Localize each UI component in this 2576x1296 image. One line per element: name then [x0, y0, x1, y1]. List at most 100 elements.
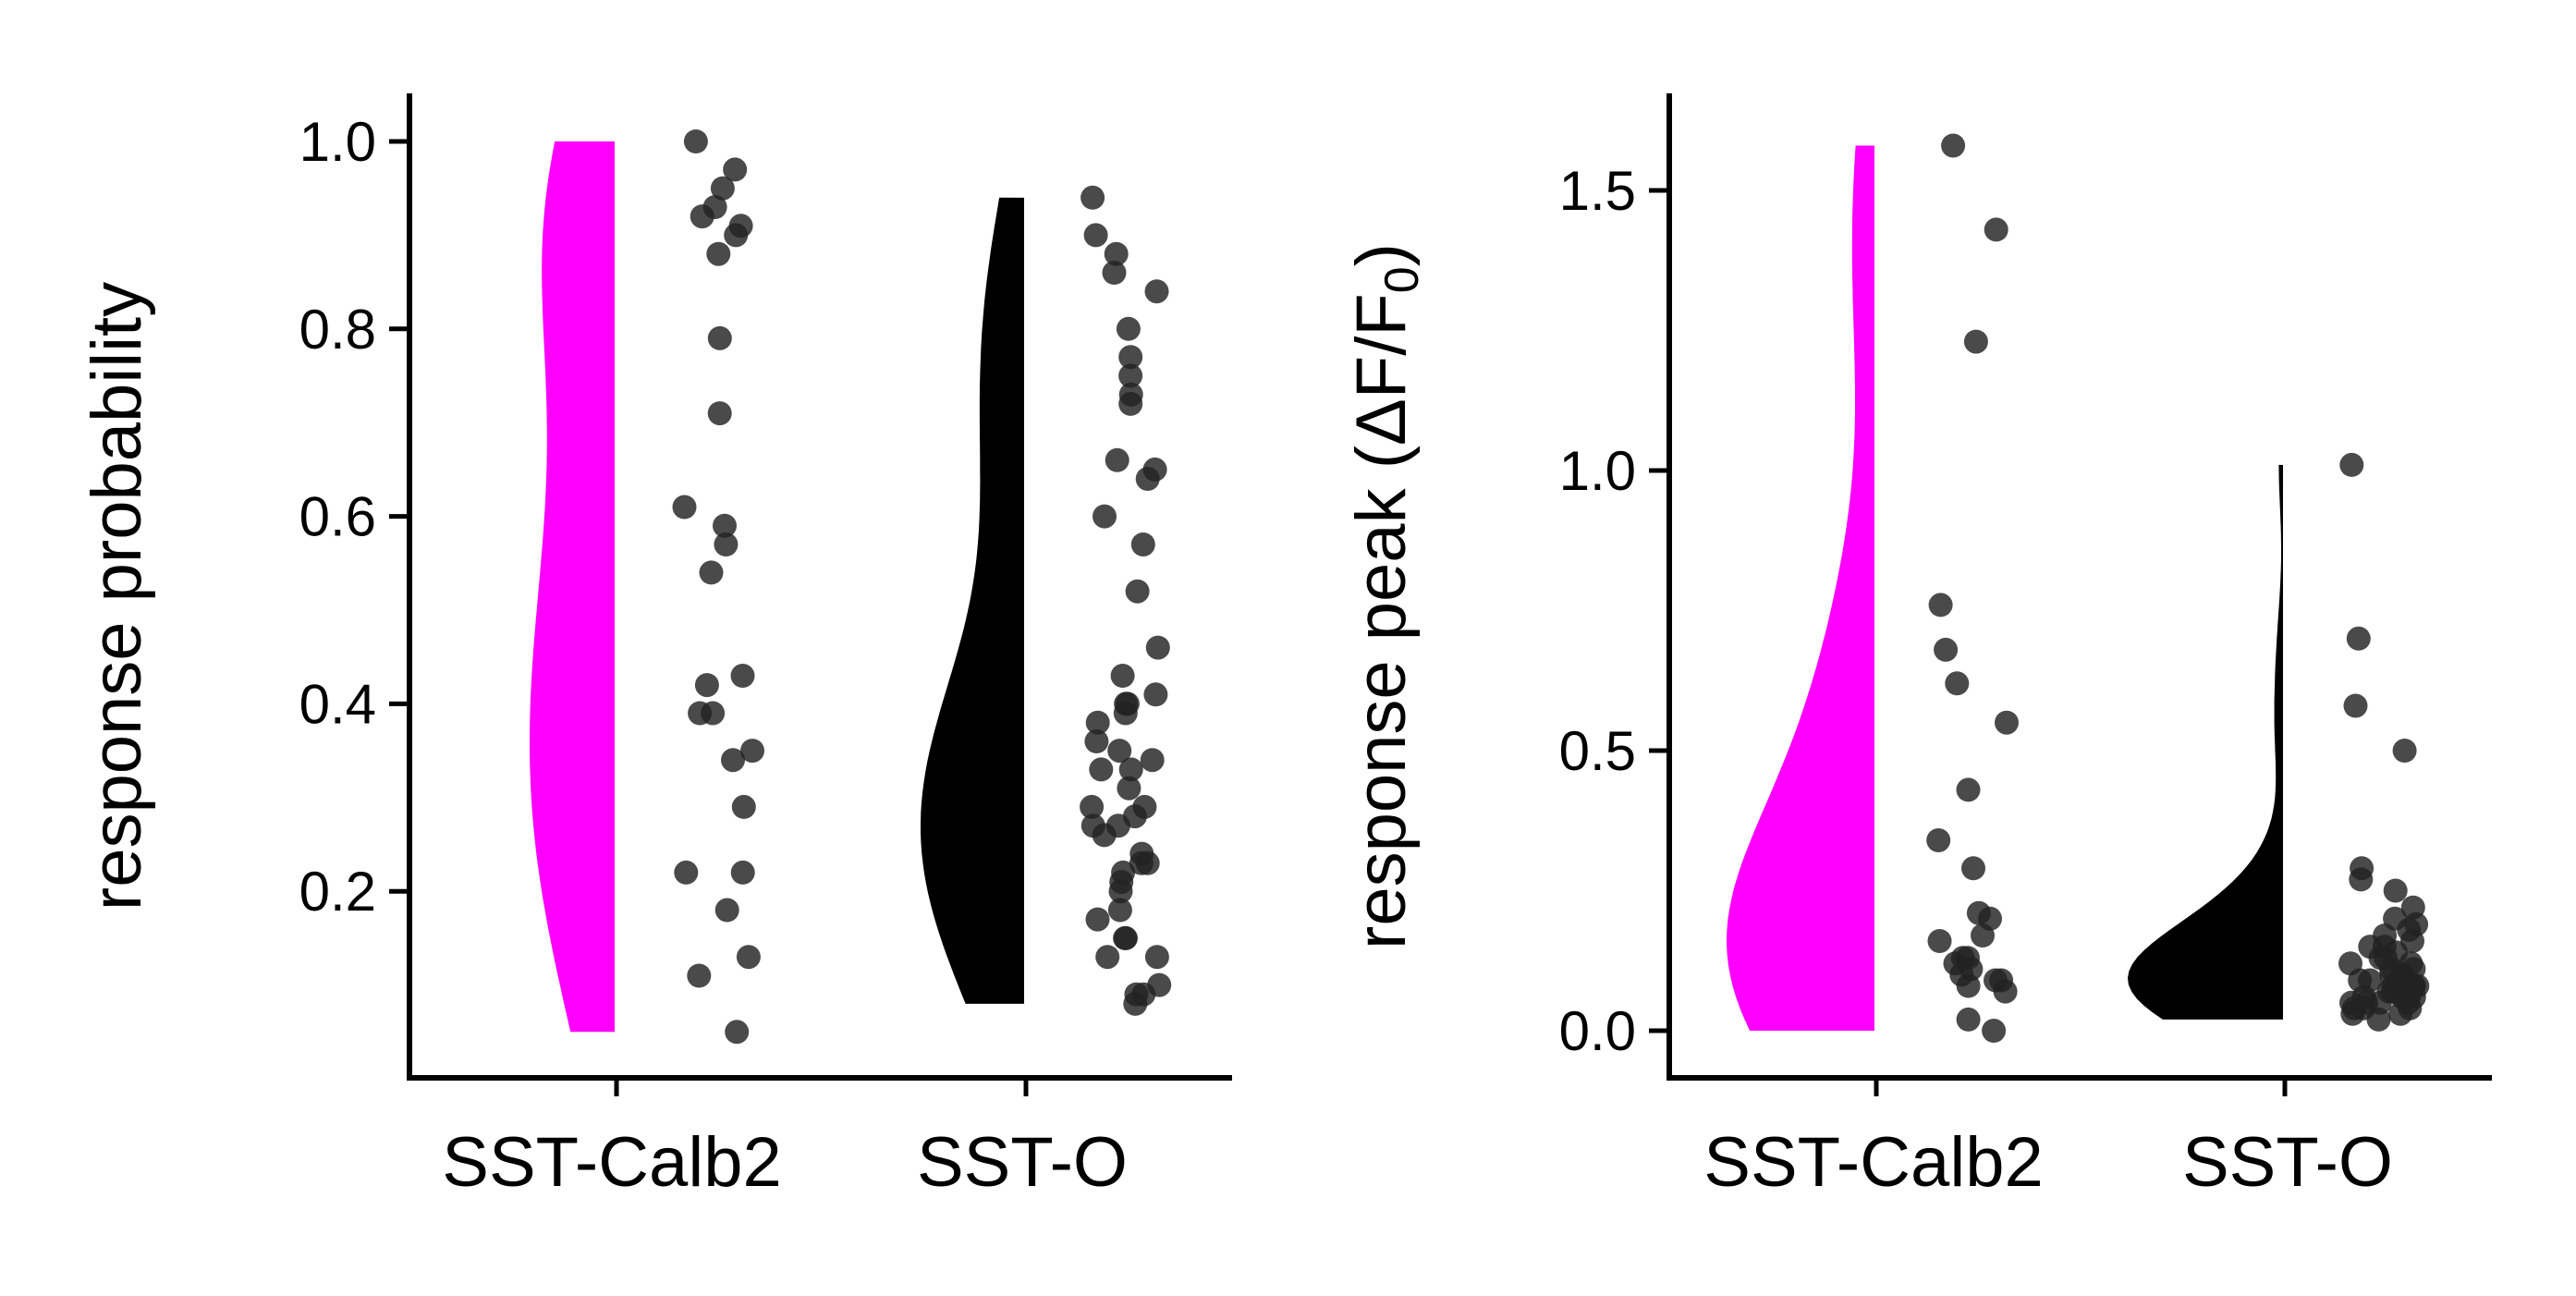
data-point — [1117, 776, 1141, 801]
data-point — [1085, 907, 1110, 932]
data-point — [707, 325, 732, 350]
y-axis-title-main: response probability — [78, 282, 156, 911]
data-point — [1105, 447, 1129, 472]
data-point — [1113, 701, 1138, 726]
y-axis-title-end: ) — [1342, 243, 1421, 266]
data-point — [1956, 973, 1981, 998]
data-point — [1092, 823, 1117, 848]
data-point — [1945, 671, 1970, 696]
violin-sst-calb2 — [1727, 145, 1874, 1031]
data-point — [2383, 878, 2408, 903]
data-point — [1963, 329, 1988, 354]
data-point — [1926, 828, 1951, 852]
data-point — [683, 129, 708, 153]
data-point — [2366, 1007, 2391, 1032]
data-point — [1089, 757, 1114, 782]
data-point — [730, 664, 755, 688]
x-category-label: SST-Calb2 — [1703, 1123, 2044, 1202]
data-point — [1145, 635, 1170, 660]
y-tick-label: 0.8 — [299, 299, 376, 361]
violin-sst-calb2 — [530, 141, 615, 1033]
y-tick-label: 1.0 — [299, 111, 376, 173]
data-point — [1135, 850, 1160, 875]
data-point — [730, 860, 755, 885]
data-point — [714, 898, 739, 923]
data-point — [1934, 637, 1959, 662]
data-point — [1118, 363, 1143, 388]
data-point — [1107, 739, 1132, 764]
data-point — [1144, 279, 1169, 304]
data-point — [721, 748, 745, 773]
violin-sst-o — [2128, 464, 2283, 1020]
data-point — [1080, 185, 1105, 210]
data-point — [1113, 925, 1138, 950]
y-tick-label: 0.4 — [299, 673, 376, 735]
data-point — [2346, 626, 2371, 651]
data-point — [725, 1020, 750, 1045]
data-point — [1961, 856, 1985, 881]
data-point — [1080, 794, 1105, 819]
y-axis-title-subscript: 0 — [1375, 266, 1429, 293]
data-point — [1084, 729, 1109, 753]
data-point — [1104, 241, 1129, 266]
panel-response-probability: 0.2 0.4 0.6 0.8 1.0 SST-Calb2 SST-O response pr… — [78, 93, 1232, 1202]
data-point — [707, 401, 732, 426]
data-point — [1085, 710, 1110, 735]
data-point — [699, 560, 724, 585]
data-point — [1125, 579, 1150, 604]
data-point — [1118, 391, 1143, 416]
y-tick-label: 0.6 — [299, 486, 376, 548]
data-point — [690, 204, 714, 229]
data-point — [1130, 532, 1155, 556]
data-point — [674, 860, 699, 885]
y-axis-title: response peak (ΔF/F0) — [1342, 243, 1429, 949]
data-point — [1140, 748, 1165, 773]
data-point — [724, 223, 749, 248]
data-point — [1941, 133, 1966, 158]
data-point — [2349, 867, 2374, 892]
data-point — [1984, 217, 2008, 242]
data-point — [672, 495, 697, 520]
data-point — [1993, 979, 2018, 1004]
x-category-label: SST-Calb2 — [442, 1123, 782, 1202]
data-point — [687, 963, 712, 988]
data-point — [723, 157, 748, 182]
data-point — [2340, 1001, 2365, 1026]
data-point — [713, 513, 737, 538]
data-point — [2339, 452, 2364, 477]
data-point — [714, 532, 739, 556]
data-point — [1093, 504, 1117, 529]
x-category-label: SST-O — [2182, 1123, 2393, 1202]
data-point — [1928, 593, 1953, 617]
data-point — [2392, 739, 2417, 763]
violin-sst-o — [921, 197, 1024, 1004]
y-tick-label: 0.5 — [1559, 720, 1636, 782]
data-point — [1956, 777, 1981, 802]
data-point — [1135, 467, 1160, 491]
y-tick-label: 0.2 — [299, 861, 376, 923]
data-point — [1118, 345, 1143, 370]
data-point — [2388, 1001, 2413, 1026]
data-point — [694, 673, 719, 698]
data-point — [1144, 945, 1169, 970]
data-point — [1971, 923, 1995, 948]
data-point — [1982, 1019, 2007, 1043]
y-tick-label: 0.0 — [1559, 1000, 1636, 1062]
x-category-label: SST-O — [917, 1123, 1128, 1202]
data-point — [1108, 879, 1133, 904]
data-point — [1095, 945, 1120, 970]
y-tick-label: 1.0 — [1559, 440, 1636, 502]
data-point — [1102, 261, 1127, 285]
data-point — [1118, 757, 1143, 782]
data-point — [1116, 316, 1141, 341]
data-point — [1927, 929, 1952, 953]
data-point — [706, 241, 731, 266]
data-point — [736, 945, 761, 970]
y-axis-title: response probability — [78, 282, 156, 911]
y-tick-label: 1.5 — [1559, 160, 1636, 222]
data-point — [2343, 693, 2368, 718]
data-point — [731, 794, 756, 819]
data-point — [1956, 1007, 1981, 1032]
data-point — [688, 701, 713, 726]
